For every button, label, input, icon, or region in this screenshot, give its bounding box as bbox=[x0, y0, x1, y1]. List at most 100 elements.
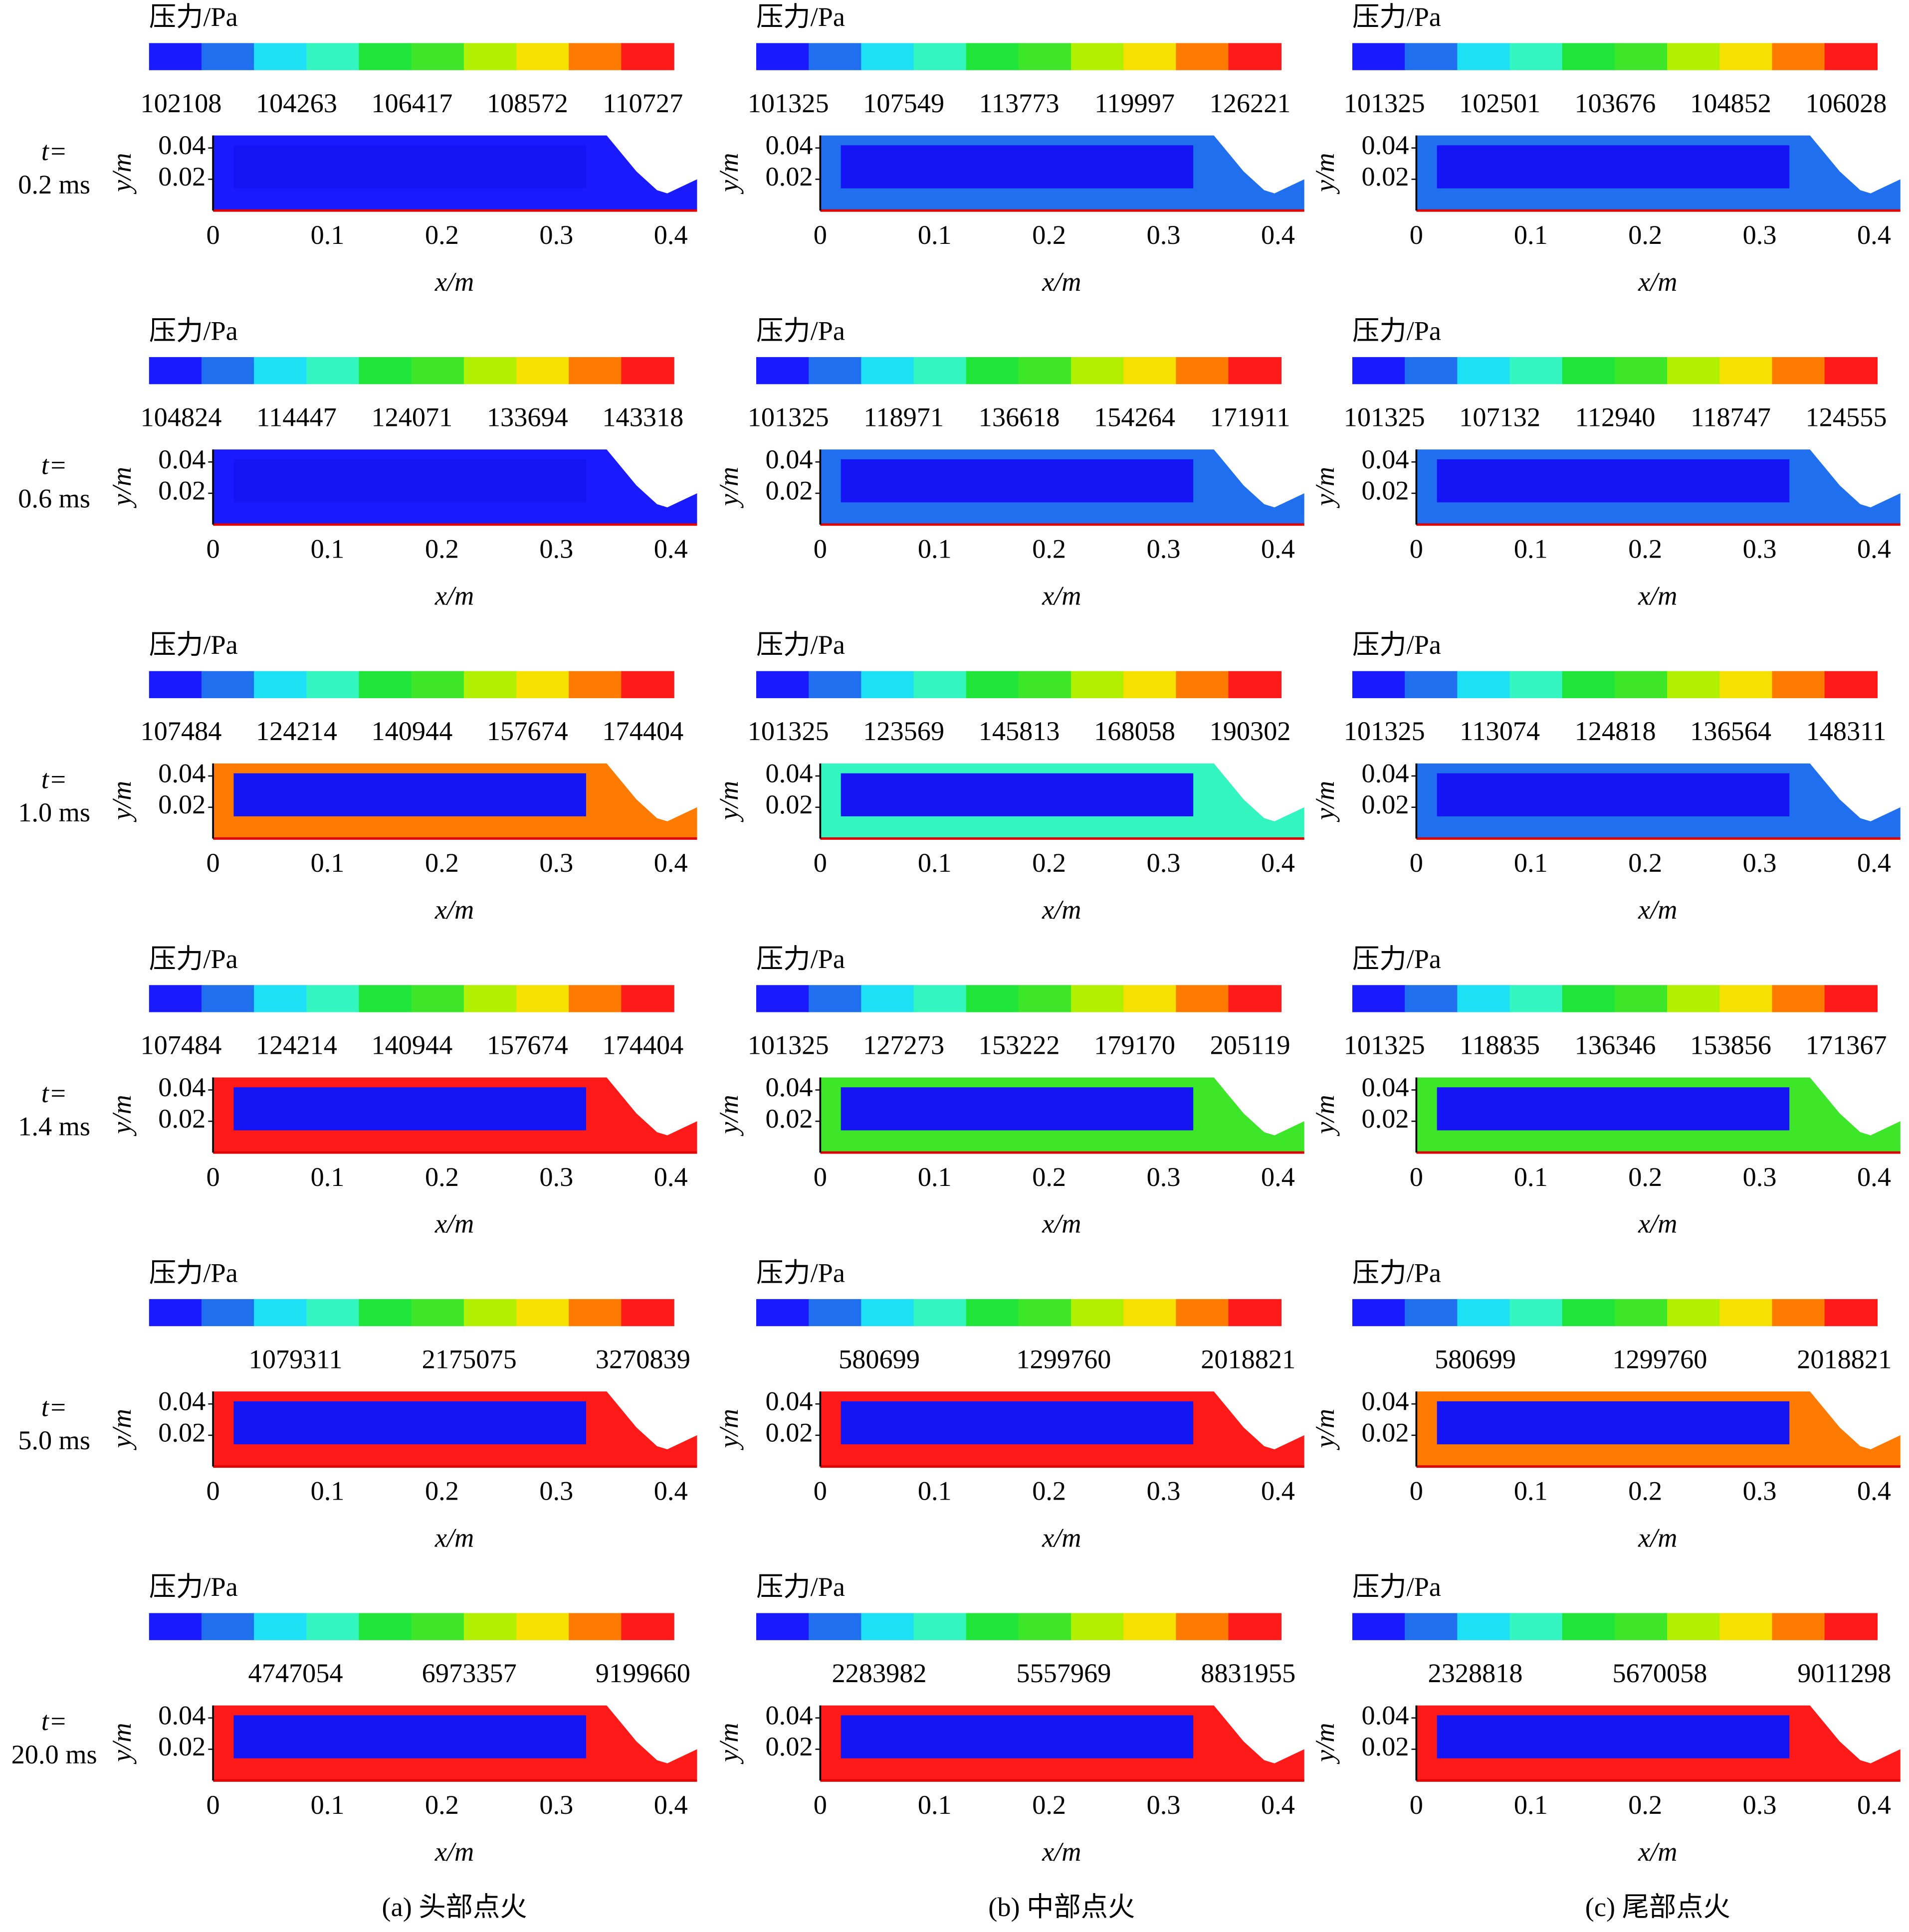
x-tick-label: 0.4 bbox=[654, 220, 688, 250]
colorbar-tick-label: 104852 bbox=[1690, 88, 1771, 118]
time-prefix: t= bbox=[41, 764, 67, 794]
colorbar-tick-label: 101325 bbox=[748, 402, 829, 432]
colorbar-segment bbox=[1509, 1299, 1563, 1327]
colorbar-tick-label: 124555 bbox=[1806, 402, 1887, 432]
colorbar-segment bbox=[1352, 671, 1406, 698]
colorbar-tick-label: 124071 bbox=[371, 402, 452, 432]
x-tick-label: 0 bbox=[207, 848, 220, 878]
colorbar-segment bbox=[861, 43, 914, 70]
colorbar-tick-label: 126221 bbox=[1210, 88, 1291, 118]
column-caption: (a) 头部点火 bbox=[382, 1892, 527, 1922]
x-tick-label: 0.3 bbox=[1743, 1790, 1777, 1820]
colorbar-segment bbox=[254, 671, 307, 698]
colorbar-segment bbox=[1071, 671, 1124, 698]
colorbar-segment bbox=[359, 985, 412, 1012]
time-label: 20.0 ms bbox=[11, 1739, 97, 1769]
colorbar-tick-label: 127273 bbox=[863, 1030, 944, 1060]
y-tick-label: 0.04 bbox=[766, 1700, 813, 1730]
colorbar-segment bbox=[149, 671, 203, 698]
x-tick-label: 0.2 bbox=[1628, 534, 1662, 564]
colorbar-segment bbox=[1018, 671, 1072, 698]
propellant-grain bbox=[233, 145, 586, 189]
x-tick-label: 0.1 bbox=[918, 220, 952, 250]
colorbar-segment bbox=[1719, 985, 1773, 1012]
colorbar-segment bbox=[149, 1613, 203, 1640]
colorbar-segment bbox=[1405, 357, 1458, 385]
colorbar-tick-label: 140944 bbox=[371, 716, 452, 746]
colorbar-segment bbox=[463, 1613, 517, 1640]
colorbar-segment bbox=[411, 1299, 465, 1327]
colorbar-segment bbox=[1123, 1299, 1177, 1327]
colorbar-segment bbox=[1772, 1299, 1825, 1327]
colorbar-segment bbox=[1018, 985, 1072, 1012]
time-prefix: t= bbox=[41, 136, 67, 166]
colorbar-title: 压力/Pa bbox=[149, 316, 238, 346]
y-tick-label: 0.02 bbox=[766, 789, 813, 819]
colorbar-segment bbox=[913, 985, 967, 1012]
x-tick-label: 0.1 bbox=[1514, 1162, 1548, 1192]
colorbar-segment bbox=[966, 671, 1020, 698]
colorbar-tick-label: 2018821 bbox=[1797, 1344, 1892, 1374]
colorbar-tick-label: 6973357 bbox=[422, 1658, 517, 1688]
colorbar-segment bbox=[1228, 357, 1282, 385]
panel: 压力/Pa 4747054 6973357 9199660 0.020.04 0 0.1 0.… bbox=[11, 1572, 697, 1867]
colorbar-segment bbox=[1509, 43, 1563, 70]
colorbar-tick-label: 9199660 bbox=[596, 1658, 690, 1688]
x-tick-label: 0.3 bbox=[1147, 848, 1181, 878]
x-tick-label: 0.1 bbox=[918, 848, 952, 878]
colorbar-segment bbox=[306, 1299, 360, 1327]
colorbar-segment bbox=[1123, 1613, 1177, 1640]
colorbar-tick-label: 157674 bbox=[487, 1030, 568, 1060]
colorbar-segment bbox=[756, 1299, 810, 1327]
colorbar-segment bbox=[569, 43, 622, 70]
colorbar-title: 压力/Pa bbox=[756, 316, 845, 346]
panel: 压力/Pa 2328818 5670058 9011298 0.020.04 0 0.1 0.… bbox=[1310, 1572, 1901, 1867]
colorbar-tick-label: 101325 bbox=[748, 88, 829, 118]
propellant-grain bbox=[1437, 145, 1790, 189]
colorbar-segment bbox=[1457, 1299, 1510, 1327]
colorbar-segment bbox=[861, 671, 914, 698]
colorbar-tick-label: 1299760 bbox=[1612, 1344, 1707, 1374]
colorbar-segment bbox=[306, 357, 360, 385]
colorbar-tick-label: 102501 bbox=[1459, 88, 1540, 118]
y-axis-label: y/m bbox=[714, 1723, 744, 1764]
colorbar-segment bbox=[913, 43, 967, 70]
colorbar-segment bbox=[1614, 357, 1668, 385]
colorbar-segment bbox=[1176, 357, 1229, 385]
x-tick-label: 0 bbox=[207, 220, 220, 250]
colorbar-segment bbox=[411, 1613, 465, 1640]
colorbar-segment bbox=[1071, 1613, 1124, 1640]
x-axis-label: x/m bbox=[1638, 895, 1677, 925]
colorbar-segment bbox=[1667, 357, 1720, 385]
x-tick-label: 0.2 bbox=[1032, 848, 1066, 878]
x-tick-label: 0.4 bbox=[1857, 1162, 1891, 1192]
y-tick-label: 0.02 bbox=[158, 1732, 206, 1761]
colorbar-tick-label: 101325 bbox=[748, 1030, 829, 1060]
y-tick-label: 0.02 bbox=[1362, 789, 1409, 819]
colorbar-tick-label: 179170 bbox=[1094, 1030, 1175, 1060]
colorbar-tick-label: 110727 bbox=[603, 88, 683, 118]
colorbar-tick-label: 101325 bbox=[1344, 402, 1425, 432]
propellant-grain bbox=[841, 773, 1194, 816]
colorbar-segment bbox=[1824, 357, 1878, 385]
propellant-grain bbox=[1437, 459, 1790, 503]
colorbar-title: 压力/Pa bbox=[1352, 316, 1441, 346]
time-label: 1.0 ms bbox=[18, 797, 90, 827]
panel: 压力/Pa 580699 1299760 2018821 0.020.04 0 0.1 0.2… bbox=[714, 1258, 1304, 1552]
colorbar-segment bbox=[306, 985, 360, 1012]
x-tick-label: 0.1 bbox=[311, 1790, 345, 1820]
colorbar-title: 压力/Pa bbox=[1352, 2, 1441, 32]
colorbar-segment bbox=[1509, 671, 1563, 698]
time-label: 0.2 ms bbox=[18, 170, 90, 199]
colorbar-tick-label: 174404 bbox=[602, 1030, 683, 1060]
colorbar-tick-label: 8831955 bbox=[1201, 1658, 1295, 1688]
colorbar-segment bbox=[966, 1613, 1020, 1640]
x-tick-label: 0.1 bbox=[1514, 848, 1548, 878]
x-tick-label: 0.3 bbox=[539, 1162, 573, 1192]
colorbar-segment bbox=[516, 671, 570, 698]
colorbar-segment bbox=[1719, 1613, 1773, 1640]
y-tick-label: 0.02 bbox=[766, 476, 813, 506]
